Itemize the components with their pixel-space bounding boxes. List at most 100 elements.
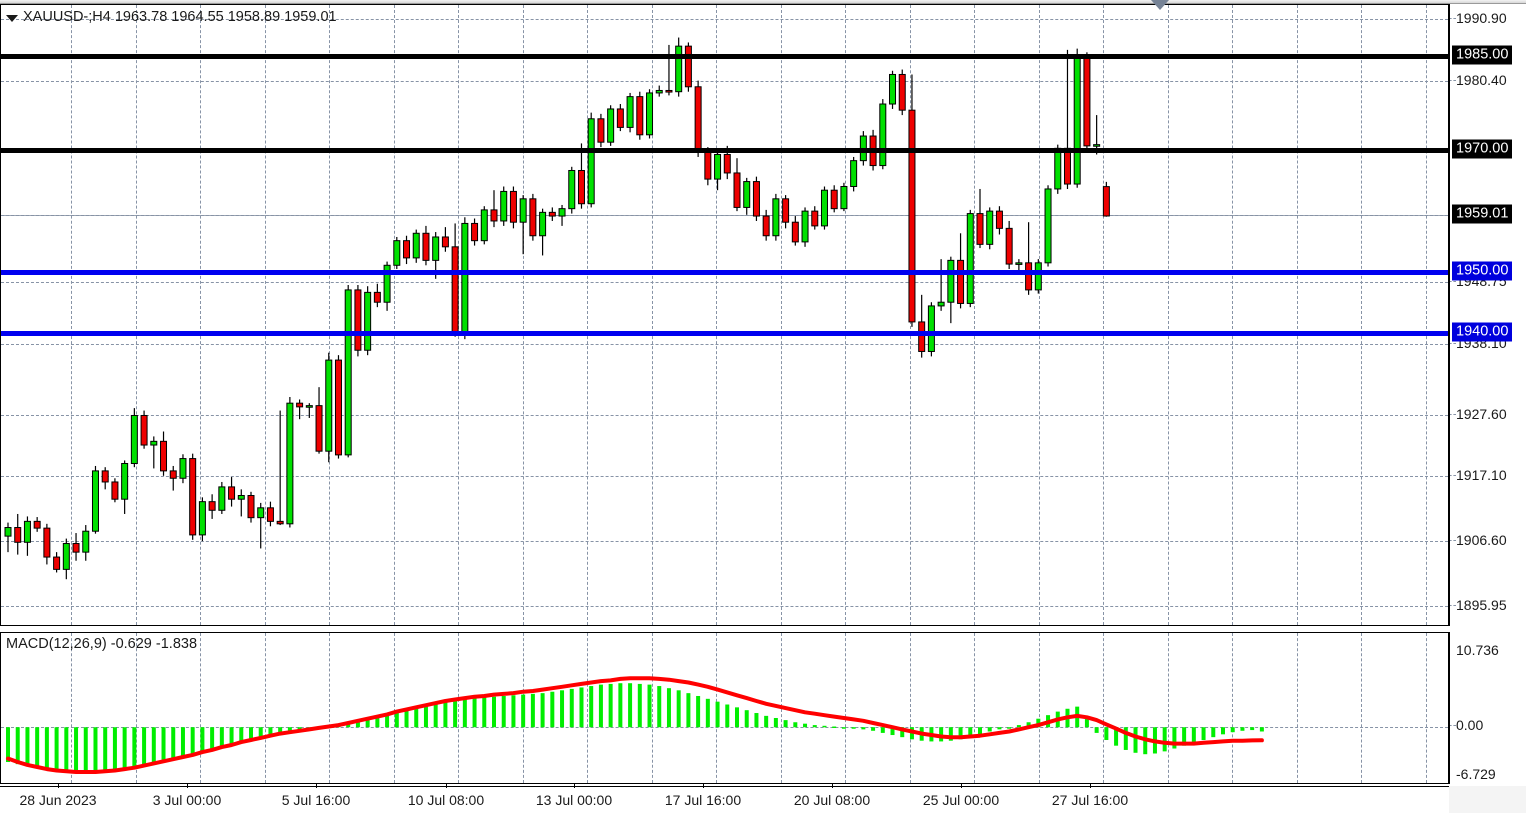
- macd-pane[interactable]: MACD(12,26,9) -0.629 -1.838: [0, 632, 1449, 784]
- grid-line-vertical: [1361, 633, 1362, 783]
- candle-body-bearish: [334, 359, 342, 456]
- grid-line-vertical: [1038, 633, 1040, 783]
- macd-histogram-bar: [1259, 727, 1264, 732]
- candle-body-bearish: [509, 190, 517, 223]
- macd-histogram-bar: [783, 720, 788, 728]
- macd-histogram-bar: [560, 690, 565, 728]
- candle-body-bullish: [889, 73, 897, 105]
- axis-separator: [1449, 632, 1450, 784]
- candle-body-bullish: [655, 89, 663, 94]
- candle-body-bullish: [1093, 144, 1101, 147]
- candle-body-bullish: [947, 259, 955, 303]
- candle-body-bullish: [714, 153, 722, 180]
- macd-histogram-bar: [637, 683, 642, 728]
- candle-body-bearish: [101, 470, 109, 483]
- price-axis-pill-1970.00[interactable]: 1970.00: [1452, 139, 1513, 159]
- macd-histogram-bar: [74, 727, 79, 773]
- grid-line-vertical: [458, 633, 459, 783]
- macd-histogram-bar: [822, 725, 827, 728]
- candle-body-bullish: [412, 232, 420, 259]
- macd-histogram-bar: [278, 727, 283, 733]
- time-axis-label: 5 Jul 16:00: [281, 792, 351, 808]
- candle-body-bullish: [1044, 188, 1052, 264]
- macd-histogram-bar: [93, 727, 98, 773]
- level-line-1950.00[interactable]: [1, 270, 1448, 275]
- time-axis-label: 3 Jul 00:00: [152, 792, 222, 808]
- macd-histogram-bar: [35, 727, 40, 769]
- macd-histogram-bar: [1250, 727, 1255, 731]
- macd-histogram-bar: [958, 727, 963, 740]
- candle-body-bearish: [53, 556, 61, 570]
- candle-body-bearish: [665, 89, 673, 93]
- macd-histogram-bar: [530, 693, 535, 728]
- macd-histogram-bar: [492, 696, 496, 728]
- time-axis-tick: [703, 784, 704, 788]
- macd-histogram-bar: [735, 707, 739, 728]
- candle-body-bullish: [286, 402, 294, 525]
- macd-histogram-bar: [705, 698, 710, 728]
- candle-body-bullish: [237, 495, 245, 500]
- top-scrollbar-strip[interactable]: [0, 0, 1526, 4]
- macd-histogram-bar: [793, 722, 798, 728]
- candle-body-bearish: [577, 169, 585, 205]
- time-axis[interactable]: 28 Jun 2023 3 Jul 00:00 5 Jul 16:00 10 Jul …: [0, 784, 1449, 813]
- macd-histogram-bar: [15, 727, 20, 765]
- macd-histogram-bar: [190, 727, 195, 754]
- candle-body-bearish: [160, 440, 168, 472]
- candle-body-bearish: [169, 470, 177, 479]
- candle-body-bearish: [14, 527, 22, 543]
- candle-body-bearish: [266, 507, 274, 522]
- level-line-1970.00[interactable]: [1, 148, 1448, 153]
- time-axis-label: 10 Jul 08:00: [407, 792, 485, 808]
- candle-body-bullish: [879, 103, 887, 167]
- macd-histogram-bar: [773, 717, 778, 728]
- grid-line-vertical: [651, 5, 653, 625]
- macd-histogram-bar: [997, 727, 1002, 730]
- price-chart-pane[interactable]: XAUUSD-;H4 1963.78 1964.55 1958.89 1959.…: [0, 4, 1449, 626]
- candle-body-bearish: [1102, 186, 1110, 217]
- price-axis-pill-1959.01[interactable]: 1959.01: [1452, 204, 1513, 224]
- grid-line-horizontal: [1, 282, 1448, 283]
- price-axis-label: 1917.10: [1456, 467, 1507, 483]
- candle-body-bullish: [305, 405, 313, 408]
- candle-body-bearish: [471, 222, 479, 242]
- price-axis-pill-1940.00[interactable]: 1940.00: [1452, 322, 1513, 342]
- grid-line-vertical: [1167, 5, 1169, 625]
- level-line-1985.00[interactable]: [1, 54, 1448, 59]
- macd-histogram-bar: [268, 727, 273, 736]
- grid-line-vertical: [71, 5, 72, 625]
- candle-body-bearish: [791, 221, 799, 243]
- grid-line-vertical: [71, 633, 72, 783]
- candle-body-bullish: [626, 96, 634, 128]
- candle-body-bearish: [995, 210, 1003, 229]
- macd-histogram-bar: [462, 698, 467, 728]
- triangle-down-icon[interactable]: [6, 14, 18, 22]
- grid-line-vertical: [200, 5, 201, 625]
- price-axis-pill-1950.00[interactable]: 1950.00: [1452, 261, 1513, 281]
- macd-histogram-bar: [6, 727, 10, 763]
- macd-histogram-bar: [1230, 727, 1235, 733]
- macd-histogram-bar: [287, 727, 292, 732]
- level-line-1940.00[interactable]: [1, 331, 1448, 336]
- macd-histogram-bar: [433, 703, 438, 728]
- price-axis-pill-1985.00[interactable]: 1985.00: [1452, 45, 1513, 65]
- candle-body-bearish: [228, 486, 236, 500]
- candle-body-bullish: [820, 189, 828, 227]
- macd-histogram-bar: [472, 698, 477, 728]
- axis-tick: [1449, 414, 1456, 415]
- macd-header: MACD(12,26,9) -0.629 -1.838: [6, 636, 197, 652]
- candle-body-bullish: [393, 240, 401, 266]
- macd-histogram-bar: [968, 727, 973, 738]
- candle-body-bullish: [840, 185, 848, 210]
- cursor-position-marker-icon: [1151, 0, 1169, 10]
- time-axis-tick: [961, 784, 962, 788]
- macd-histogram-bar: [1191, 727, 1196, 743]
- candle-body-bullish: [850, 160, 858, 187]
- candle-body-bearish: [957, 259, 965, 304]
- macd-histogram-bar: [880, 727, 885, 733]
- price-axis[interactable]: 1990.90 1985.00 1980.40 1970.00 1959.01 1950.…: [1449, 4, 1526, 626]
- macd-histogram-bar: [939, 727, 944, 742]
- macd-histogram-bar: [132, 727, 137, 767]
- macd-histogram-bar: [725, 704, 730, 728]
- macd-histogram-bar: [1162, 727, 1167, 752]
